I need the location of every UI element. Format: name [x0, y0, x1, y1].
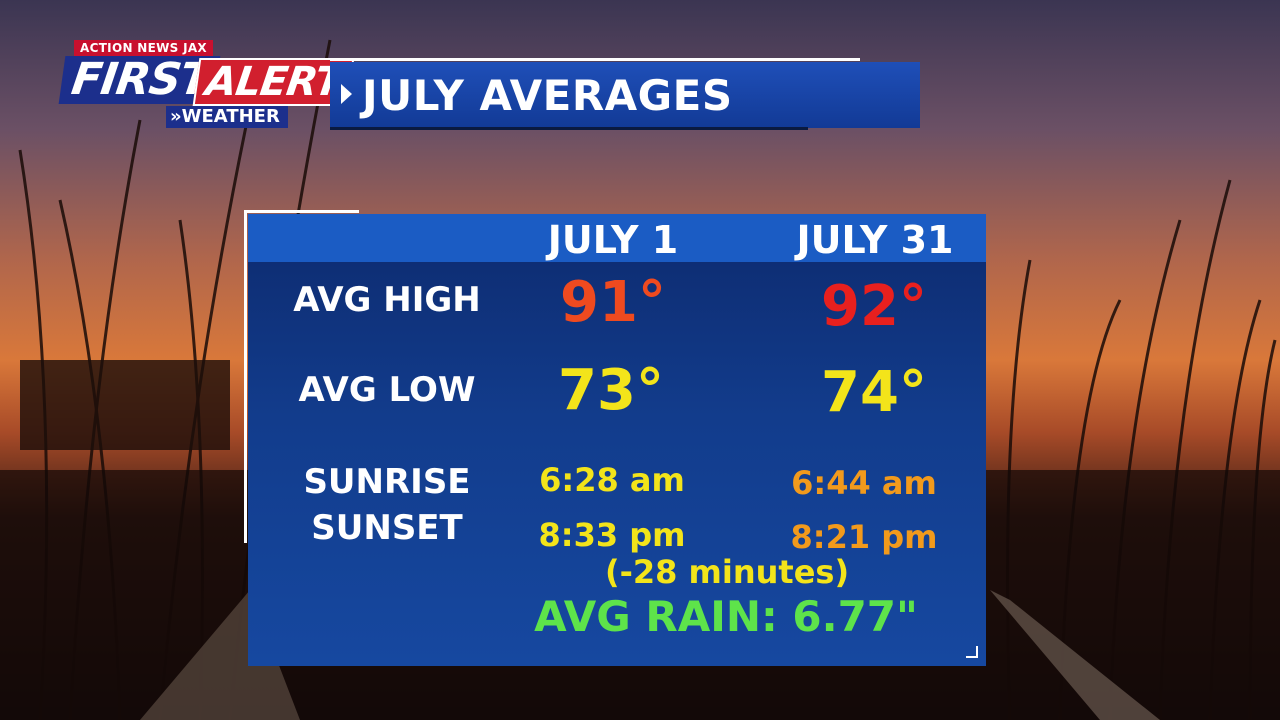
daylight-change: (-28 minutes) — [604, 553, 850, 591]
logo-weather-text: »WEATHER — [166, 106, 288, 128]
sunset-label: SUNSET — [311, 508, 463, 548]
avg-low-july-31: 74° — [821, 360, 927, 425]
title-shadow-line — [330, 127, 808, 130]
avg-low-label: AVG LOW — [298, 370, 476, 410]
column-header-july-31: JULY 31 — [796, 218, 954, 262]
sunrise-label: SUNRISE — [303, 462, 471, 502]
panel-corner-frame — [244, 210, 359, 543]
first-alert-weather-logo: ACTION NEWS JAX FIRST ALERT »WEATHER — [58, 40, 355, 130]
avg-rain: AVG RAIN: 6.77" — [534, 592, 918, 641]
sunrise-july-1: 6:28 am — [539, 461, 685, 499]
panel-header-bar — [248, 214, 986, 262]
column-header-july-1: JULY 1 — [547, 218, 679, 262]
play-arrow-icon — [341, 84, 352, 104]
title-accent-line — [330, 58, 860, 61]
title-bar — [330, 62, 920, 128]
page-title: JULY AVERAGES — [362, 71, 733, 120]
sunset-july-1: 8:33 pm — [538, 516, 686, 554]
sunset-july-31: 8:21 pm — [790, 518, 938, 556]
avg-low-july-1: 73° — [558, 358, 664, 423]
avg-high-july-1: 91° — [560, 270, 666, 335]
averages-panel — [248, 214, 986, 666]
chevrons-icon: » — [170, 106, 182, 127]
logo-weather-label: WEATHER — [181, 106, 280, 127]
sunrise-july-31: 6:44 am — [791, 464, 937, 502]
avg-high-july-31: 92° — [821, 274, 927, 339]
station-label: ACTION NEWS JAX — [74, 40, 213, 56]
avg-high-label: AVG HIGH — [293, 280, 481, 320]
corner-tick-icon — [966, 646, 978, 658]
